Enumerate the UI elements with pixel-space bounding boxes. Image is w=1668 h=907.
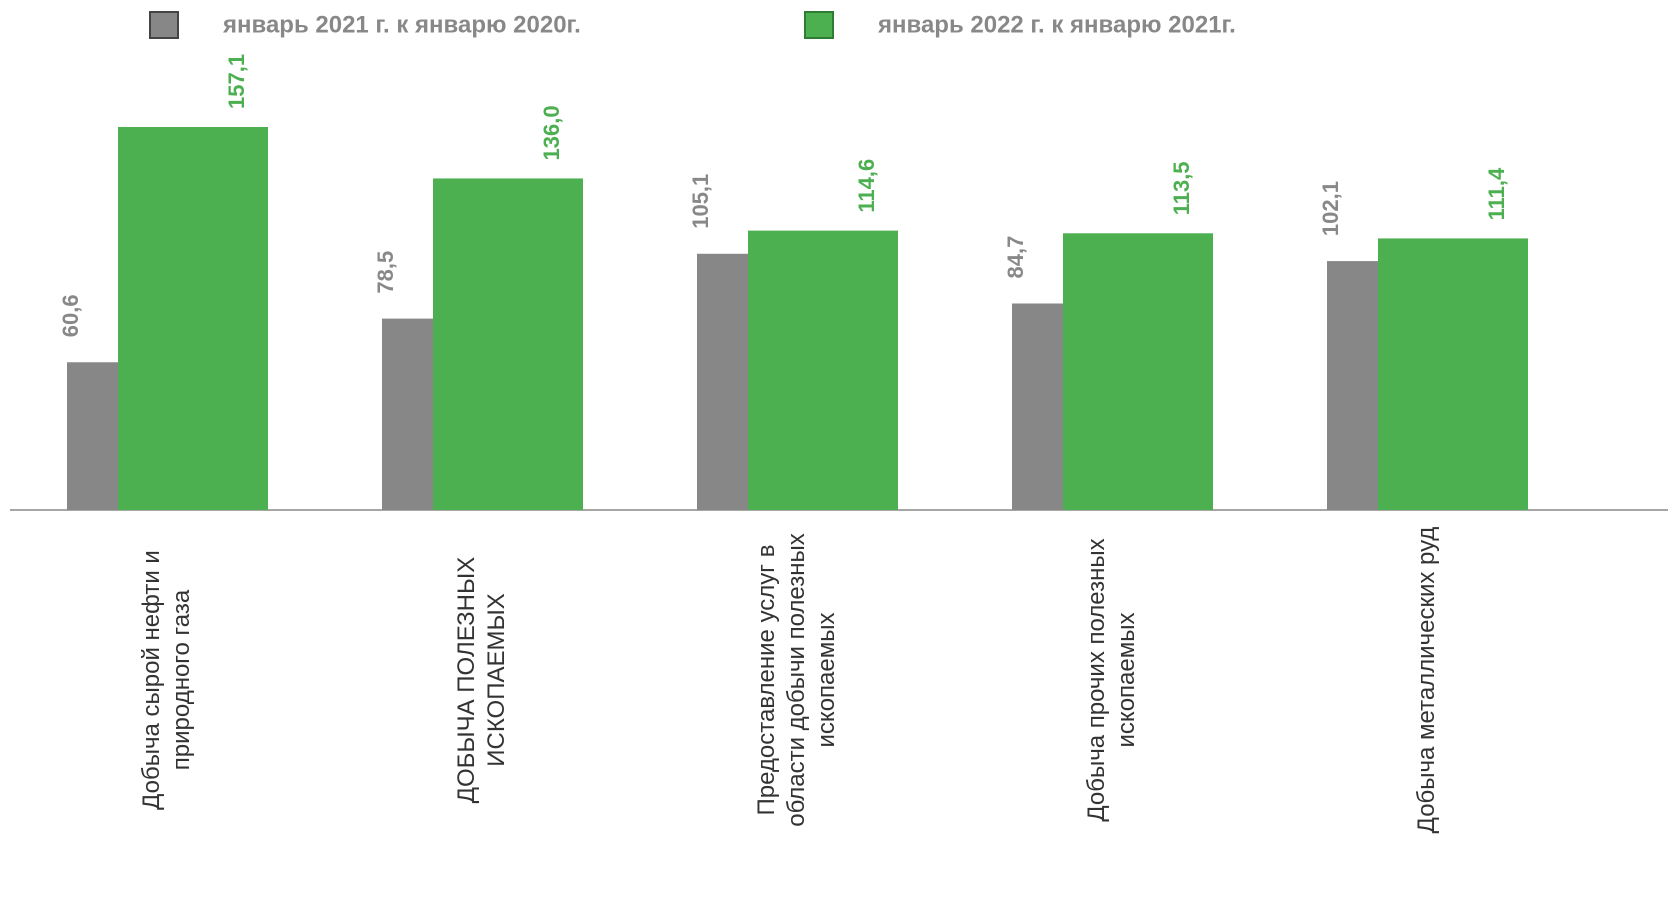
bar <box>748 231 898 510</box>
legend-label: январь 2021 г. к январю 2020г. <box>222 11 581 38</box>
value-label: 114,6 <box>854 159 879 213</box>
category-label: Предоставление услуг в области добычи по… <box>752 515 842 845</box>
value-label: 84,7 <box>1003 236 1028 279</box>
value-label: 102,1 <box>1318 181 1343 236</box>
bar <box>118 127 268 510</box>
legend-label: январь 2022 г. к январю 2021г. <box>877 11 1236 38</box>
bar <box>433 178 583 510</box>
value-label: 105,1 <box>688 174 713 229</box>
bar <box>1378 238 1528 510</box>
value-label: 60,6 <box>58 294 83 337</box>
value-label: 136,0 <box>539 105 564 160</box>
value-label: 157,1 <box>224 54 249 109</box>
bar <box>697 254 748 510</box>
category-label: Добыча прочих полезных ископаемых <box>1082 515 1142 845</box>
value-label: 113,5 <box>1169 161 1194 215</box>
page: январь 2021 г. к январю 2020г. январь 202… <box>0 0 1668 907</box>
category-label: ДОБЫЧА ПОЛЕЗНЫХ ИСКОПАЕМЫХ <box>452 515 512 845</box>
legend-swatch <box>150 12 178 38</box>
value-label: 111,4 <box>1484 167 1509 220</box>
bar <box>382 319 433 510</box>
value-label: 78,5 <box>373 251 398 294</box>
bar <box>1327 261 1378 510</box>
bar <box>1012 304 1063 510</box>
legend-swatch <box>805 12 833 38</box>
bar <box>67 362 118 510</box>
category-label: Добыча сырой нефти и природного газа <box>137 515 197 845</box>
bar <box>1063 233 1213 510</box>
category-label: Добыча металлических руд <box>1412 515 1442 845</box>
